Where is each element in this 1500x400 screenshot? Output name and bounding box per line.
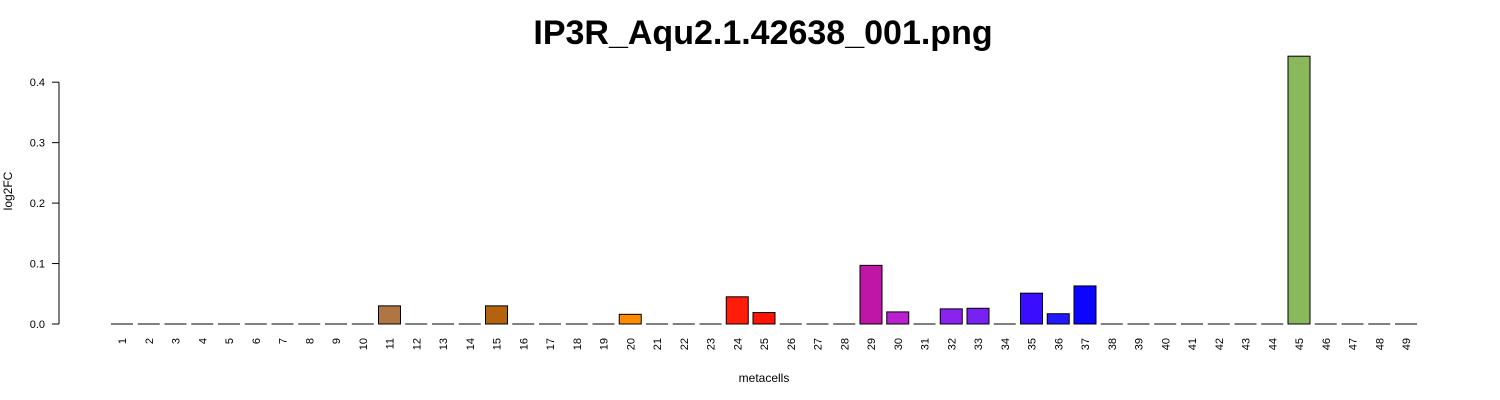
x-tick-label: 17 xyxy=(545,338,557,350)
x-tick-label: 14 xyxy=(465,338,477,350)
x-tick-label: 33 xyxy=(973,338,985,350)
x-tick-label: 45 xyxy=(1294,338,1306,350)
bars xyxy=(111,55,1417,325)
y-axis-label: log2FC xyxy=(1,171,15,210)
x-tick-label: 24 xyxy=(732,338,744,350)
x-tick-label: 49 xyxy=(1401,338,1413,350)
x-tick-label: 16 xyxy=(518,338,530,350)
x-tick-label: 47 xyxy=(1348,338,1360,350)
x-tick-label: 8 xyxy=(304,338,316,344)
x-tick-label: 38 xyxy=(1107,338,1119,350)
x-tick-label: 15 xyxy=(492,338,504,350)
chart-title: IP3R_Aqu2.1.42638_001.png xyxy=(533,14,992,52)
y-axis: 0.0 0.1 0.2 0.3 0.4 xyxy=(30,77,60,331)
bar xyxy=(966,307,990,325)
y-tick-label: 0.0 xyxy=(30,319,45,331)
x-tick-label: 39 xyxy=(1134,338,1146,350)
x-tick-label: 6 xyxy=(251,338,263,344)
bar xyxy=(618,313,642,325)
x-tick-label: 19 xyxy=(599,338,611,350)
x-tick-labels: 1 2 3 4 5 6 7 8 9 10 11 12 13 14 15 16 17 18 19 20 21 22 23 24 2… xyxy=(117,338,1413,350)
x-tick-label: 12 xyxy=(411,338,423,350)
x-tick-label: 31 xyxy=(920,338,932,350)
x-tick-label: 32 xyxy=(946,338,958,350)
bar xyxy=(1046,313,1070,325)
y-tick-label: 0.4 xyxy=(30,77,45,89)
y-tick-label: 0.3 xyxy=(30,138,45,150)
bar xyxy=(485,305,508,325)
bar xyxy=(1073,285,1097,325)
x-tick-label: 11 xyxy=(385,338,397,349)
x-tick-label: 40 xyxy=(1160,338,1172,350)
bar xyxy=(752,312,776,325)
x-tick-label: 48 xyxy=(1374,338,1386,350)
x-tick-label: 46 xyxy=(1321,338,1333,350)
bar xyxy=(378,305,401,325)
x-tick-label: 29 xyxy=(866,338,878,350)
x-tick-label: 41 xyxy=(1187,338,1199,350)
x-tick-label: 26 xyxy=(786,338,798,350)
x-tick-label: 7 xyxy=(278,338,290,344)
x-tick-label: 36 xyxy=(1053,338,1065,350)
x-axis-label: metacells xyxy=(739,371,790,385)
x-tick-label: 9 xyxy=(331,338,343,344)
bar xyxy=(859,264,883,325)
bar xyxy=(886,311,910,325)
x-tick-label: 25 xyxy=(759,338,771,350)
x-tick-label: 5 xyxy=(224,338,236,344)
x-tick-label: 37 xyxy=(1080,338,1092,350)
x-tick-label: 3 xyxy=(171,338,183,344)
bar xyxy=(725,296,749,325)
x-tick-label: 2 xyxy=(144,338,156,344)
bar xyxy=(1020,292,1043,325)
x-tick-label: 22 xyxy=(679,338,691,350)
x-tick-label: 42 xyxy=(1214,338,1226,350)
x-tick-label: 4 xyxy=(197,338,209,344)
bar xyxy=(939,308,963,325)
x-tick-label: 13 xyxy=(438,338,450,350)
x-tick-label: 10 xyxy=(358,338,370,350)
x-tick-label: 44 xyxy=(1267,338,1279,350)
y-tick-label: 0.1 xyxy=(30,259,45,271)
x-tick-label: 43 xyxy=(1241,338,1253,350)
x-tick-label: 28 xyxy=(839,338,851,350)
x-tick-label: 23 xyxy=(706,338,718,350)
x-tick-label: 20 xyxy=(625,338,637,350)
x-tick-label: 21 xyxy=(652,338,664,350)
x-tick-label: 34 xyxy=(1000,338,1012,350)
x-tick-label: 1 xyxy=(117,338,129,344)
y-tick-label: 0.2 xyxy=(30,198,45,210)
x-tick-label: 30 xyxy=(893,338,905,350)
x-tick-label: 27 xyxy=(813,338,825,350)
x-tick-label: 35 xyxy=(1027,338,1039,350)
bar xyxy=(1287,55,1311,325)
x-tick-label: 18 xyxy=(572,338,584,350)
